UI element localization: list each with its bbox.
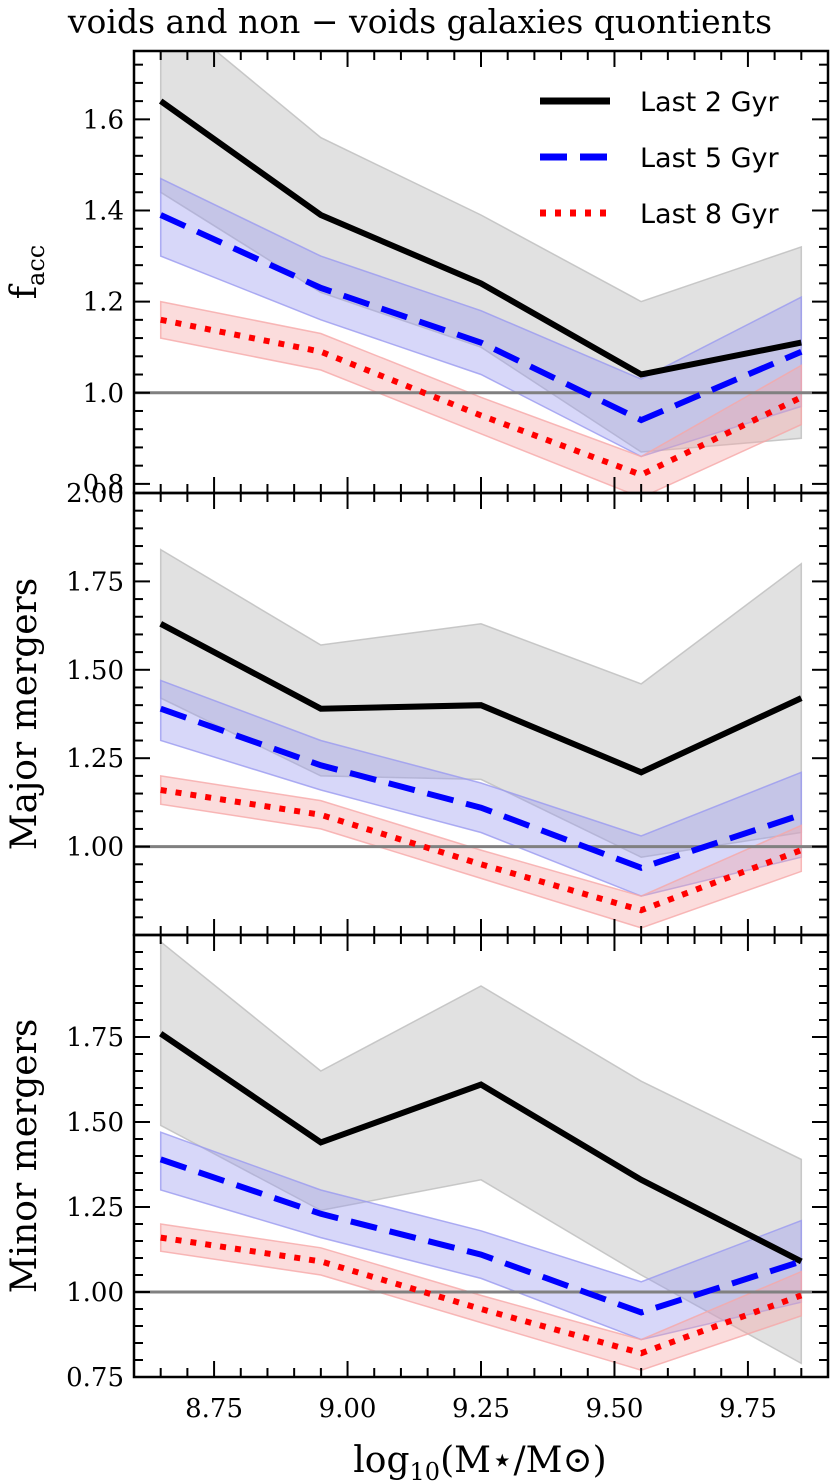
series-line-last8 (160, 787, 803, 914)
band-last2 (159, 940, 803, 1365)
series-line-last5 (159, 705, 803, 871)
y-tick-label: 0.75 (66, 1363, 124, 1393)
legend-label-last5: Last 5 Gyr (640, 143, 779, 174)
y-tick-label: 1.4 (83, 196, 124, 226)
legend-label-last8: Last 8 Gyr (640, 199, 779, 230)
panel-3: 0.75 1.00 1.25 1.50 1.75 8.75 9.00 9.25 9.50 9.75… (4, 933, 830, 1424)
y-tick-label: 1.00 (66, 1278, 124, 1308)
y-tick-label: 2.00 (66, 479, 124, 509)
y-tick-label: 1.2 (83, 288, 124, 318)
series-line-last2 (159, 1031, 803, 1265)
series-line-last2 (159, 621, 803, 776)
y-axis-label: Major mergers (4, 578, 45, 851)
plot-area (134, 51, 828, 493)
band-last8 (159, 1223, 803, 1371)
y-tick-label: 1.00 (66, 833, 124, 863)
y-tick-label: 1.50 (66, 656, 124, 686)
series-line-last5 (159, 1156, 803, 1316)
x-tick-label: 9.50 (586, 1394, 644, 1424)
band-last2 (159, 51, 803, 453)
band-last8 (159, 300, 803, 493)
y-axis-label: Minor mergers (4, 1019, 45, 1294)
y-tick-label: 1.50 (66, 1108, 124, 1138)
y-tick-label: 1.25 (66, 1193, 124, 1223)
y-axis-label: facc (4, 245, 50, 300)
y-tick-label: 1.75 (66, 567, 124, 597)
band-last8 (159, 775, 803, 929)
y-tick-label: 1.0 (83, 379, 124, 409)
panel-2: 1.00 1.25 1.50 1.75 2.00 Major mergers (4, 479, 830, 937)
legend-label-last2: Last 2 Gyr (640, 87, 779, 118)
y-tick-label: 1.25 (66, 744, 124, 774)
legend: Last 2 Gyr Last 5 Gyr Last 8 Gyr (540, 87, 779, 230)
y-tick-label: 0.8 (83, 470, 124, 500)
plot-area (134, 940, 828, 1371)
x-tick-label: 9.75 (719, 1394, 777, 1424)
series-line-last8 (160, 1234, 803, 1357)
x-tick-label: 8.75 (185, 1394, 243, 1424)
x-tick-label: 9.00 (319, 1394, 377, 1424)
series-line-last5 (159, 212, 803, 424)
plot-area (134, 548, 828, 929)
x-tick-label: 9.25 (452, 1394, 510, 1424)
y-tick-label: 1.6 (83, 105, 124, 135)
series-line-last8 (160, 316, 803, 479)
y-tick-label: 1.75 (66, 1023, 124, 1053)
series-line-last2 (158, 98, 802, 378)
chart-title: voids and non − voids galaxies quontient… (67, 2, 772, 41)
x-axis-label: log10(M⋆/M⊙) (353, 1440, 606, 1484)
